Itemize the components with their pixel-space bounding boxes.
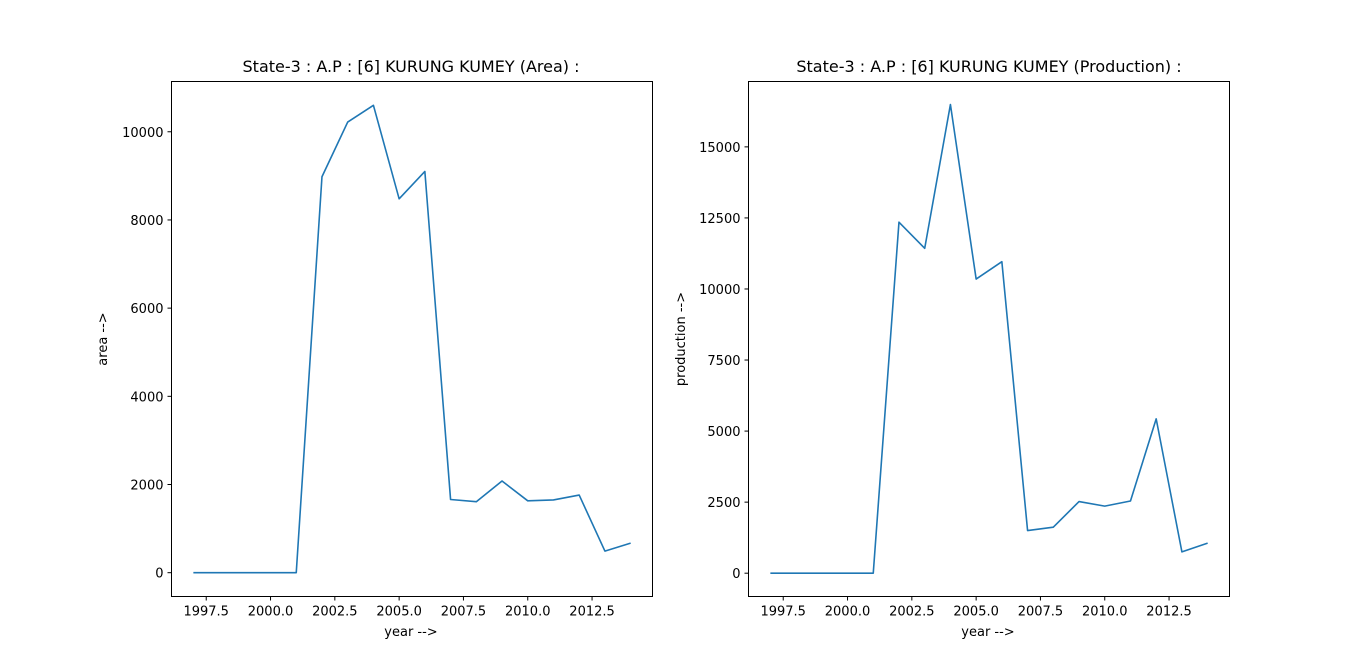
production-ytick-label-1: 2500 — [707, 496, 740, 511]
production-chart-ylabel: production --> — [674, 292, 689, 386]
area-xtick-label-2: 2002.5 — [312, 605, 358, 620]
production-ytick-label-0: 0 — [732, 567, 740, 582]
area-chart-ticks: 1997.5 2000.0 2002.5 2005.0 2007.5 2010.0 2012… — [122, 126, 615, 620]
area-chart: State-3 : A.P : [6] KURUNG KUMEY (Area) … — [96, 57, 653, 640]
production-ytick-label-4: 10000 — [699, 283, 740, 298]
area-chart-ylabel: area --> — [96, 312, 111, 365]
production-xtick-label-0: 1997.5 — [760, 605, 806, 620]
area-ytick-label-0: 0 — [155, 567, 163, 582]
production-chart-title: State-3 : A.P : [6] KURUNG KUMEY (Produc… — [796, 57, 1181, 76]
production-ytick-label-6: 15000 — [699, 141, 740, 156]
area-ytick-label-4: 8000 — [130, 214, 163, 229]
area-xtick-label-6: 2012.5 — [569, 605, 615, 620]
production-chart: State-3 : A.P : [6] KURUNG KUMEY (Produc… — [674, 57, 1230, 640]
production-xtick-label-2: 2002.5 — [889, 605, 935, 620]
area-ytick-label-1: 2000 — [130, 479, 163, 494]
area-ytick-label-5: 10000 — [122, 126, 163, 141]
production-ytick-label-5: 12500 — [699, 212, 740, 227]
production-series-line — [770, 103, 1208, 574]
area-ytick-label-2: 4000 — [130, 390, 163, 405]
production-xtick-label-5: 2010.0 — [1082, 605, 1128, 620]
area-chart-xlabel: year --> — [384, 625, 437, 640]
production-plot-frame — [748, 81, 1230, 597]
area-chart-title: State-3 : A.P : [6] KURUNG KUMEY (Area) … — [243, 57, 580, 76]
area-xtick-label-5: 2010.0 — [505, 605, 551, 620]
area-series-line — [193, 104, 631, 574]
area-xtick-label-4: 2007.5 — [441, 605, 487, 620]
production-ytick-label-3: 7500 — [707, 354, 740, 369]
production-xtick-label-4: 2007.5 — [1018, 605, 1064, 620]
area-xtick-label-1: 2000.0 — [248, 605, 294, 620]
area-plot-frame — [171, 81, 653, 597]
production-chart-xlabel: year --> — [961, 625, 1014, 640]
production-ytick-label-2: 5000 — [707, 425, 740, 440]
production-chart-ticks: 1997.5 2000.0 2002.5 2005.0 2007.5 2010.0 2012… — [699, 141, 1192, 620]
area-xtick-label-0: 1997.5 — [183, 605, 229, 620]
production-xtick-label-1: 2000.0 — [825, 605, 871, 620]
area-xtick-label-3: 2005.0 — [376, 605, 422, 620]
production-xtick-label-6: 2012.5 — [1146, 605, 1192, 620]
production-xtick-label-3: 2005.0 — [953, 605, 999, 620]
area-ytick-label-3: 6000 — [130, 302, 163, 317]
